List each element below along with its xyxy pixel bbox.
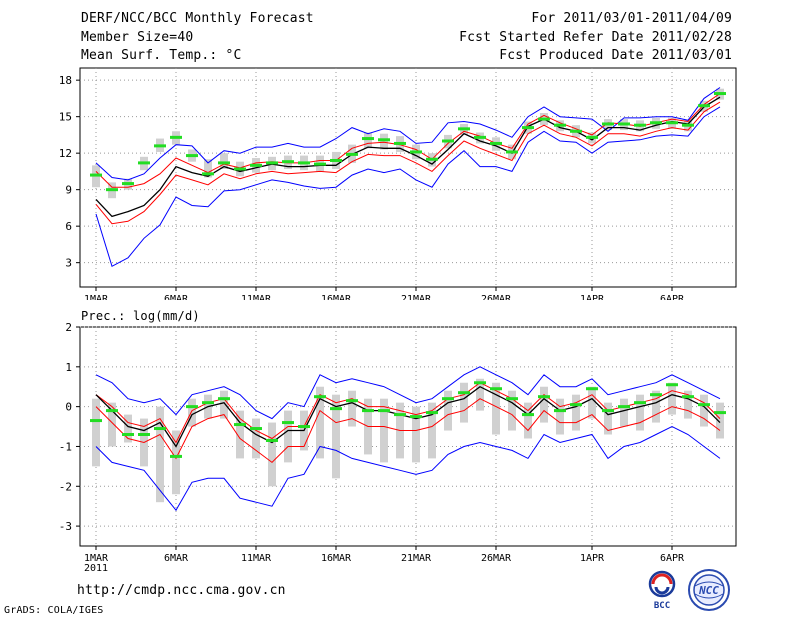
forecast-period: For 2011/03/01-2011/04/09 bbox=[531, 11, 732, 26]
temp-xtick-label: 11MAR bbox=[241, 294, 272, 300]
prec-xtick-label: 6MAR bbox=[164, 553, 189, 564]
prec-spread-box bbox=[412, 406, 420, 463]
prec-spread-box bbox=[540, 386, 548, 423]
bcc-logo: BCC bbox=[640, 568, 684, 611]
prec-ytick-label: 0 bbox=[65, 401, 72, 414]
prec-spread-box bbox=[188, 398, 196, 427]
prec-spread-box bbox=[700, 394, 708, 427]
prec-spread-box bbox=[236, 410, 244, 459]
variable-label: Mean Surf. Temp.: °C bbox=[81, 48, 242, 63]
forecast-started: Fcst Started Refer Date 2011/02/28 bbox=[459, 30, 732, 45]
prec-spread-box bbox=[444, 390, 452, 431]
prec-spread-box bbox=[668, 382, 676, 415]
prec-spread-box bbox=[428, 402, 436, 459]
temp-min-line bbox=[95, 106, 721, 268]
prec-ytick-label: 2 bbox=[65, 321, 72, 334]
temp-ytick-label: 15 bbox=[59, 111, 72, 124]
source-url[interactable]: http://cmdp.ncc.cma.gov.cn bbox=[77, 583, 286, 598]
prec-spread-box bbox=[380, 398, 388, 463]
temp-xtick-label: 16MAR bbox=[321, 294, 352, 300]
prec-spread-box bbox=[92, 398, 100, 467]
temp-max-line bbox=[95, 87, 721, 181]
prec-spread-box bbox=[492, 382, 500, 435]
temp-xtick-label: 1MAR bbox=[84, 294, 109, 300]
ncc-logo-text: NCC bbox=[698, 584, 719, 597]
prec-xtick-label: 16MAR bbox=[321, 553, 352, 564]
prec-ytick-label: -1 bbox=[59, 440, 72, 453]
prec-spread-box bbox=[588, 386, 596, 419]
prec-spread-box bbox=[652, 390, 660, 423]
prec-xtick-label: 21MAR bbox=[401, 553, 432, 564]
prec-spread-box bbox=[284, 410, 292, 463]
prec-p25-line bbox=[95, 398, 721, 464]
prec-spread-box bbox=[524, 402, 532, 439]
prec-xtick-label: 26MAR bbox=[481, 553, 512, 564]
temp-p25-line bbox=[95, 101, 721, 225]
temp-spread-box bbox=[380, 133, 388, 150]
prec-spread-box bbox=[476, 378, 484, 411]
precip-variable-label: Prec.: log(mm/d) bbox=[81, 309, 200, 323]
prec-max-line bbox=[95, 366, 721, 420]
temp-median-line bbox=[95, 96, 721, 218]
temp-spread-box bbox=[220, 153, 228, 169]
prec-year-label: 2011 bbox=[84, 563, 108, 574]
prec-xtick-label: 1MAR bbox=[84, 553, 109, 564]
temp-p75-line bbox=[95, 93, 721, 188]
prec-spread-box bbox=[684, 390, 692, 419]
prec-spread-box bbox=[108, 402, 116, 447]
temp-spread-box bbox=[204, 159, 212, 178]
prec-spread-box bbox=[460, 382, 468, 423]
prec-spread-box bbox=[620, 398, 628, 427]
prec-ytick-label: 1 bbox=[65, 361, 72, 374]
prec-spread-box bbox=[124, 414, 132, 443]
prec-spread-box bbox=[348, 390, 356, 427]
prec-spread-box bbox=[716, 402, 724, 439]
prec-spread-box bbox=[636, 394, 644, 431]
temp-spread-box bbox=[364, 132, 372, 149]
prec-spread-box bbox=[508, 390, 516, 431]
temp-ytick-label: 3 bbox=[65, 257, 72, 270]
prec-median-line bbox=[95, 385, 721, 448]
temp-xtick-label: 6MAR bbox=[164, 294, 189, 300]
prec-spread-box bbox=[252, 418, 260, 459]
temp-xtick-label: 21MAR bbox=[401, 294, 432, 300]
prec-ytick-label: -2 bbox=[59, 480, 72, 493]
temp-xtick-label: 6APR bbox=[660, 294, 685, 300]
temp-xtick-label: 26MAR bbox=[481, 294, 512, 300]
prec-spread-box bbox=[604, 402, 612, 435]
prec-spread-box bbox=[572, 394, 580, 431]
prec-spread-box bbox=[268, 422, 276, 487]
prec-spread-box bbox=[332, 394, 340, 479]
prec-spread-box bbox=[220, 390, 228, 419]
temperature-chart: 3 6 9 12 15 18 1MAR 6MAR 11MAR 16MAR 21MAR 26MAR 1AP… bbox=[59, 67, 737, 300]
bcc-logo-text: BCC bbox=[654, 601, 670, 610]
temp-ytick-label: 18 bbox=[59, 74, 72, 87]
prec-spread-box bbox=[556, 398, 564, 435]
prec-min-line bbox=[95, 425, 721, 512]
chart-title: DERF/NCC/BCC Monthly Forecast bbox=[81, 11, 314, 26]
temp-ytick-label: 9 bbox=[65, 184, 72, 197]
temp-ytick-label: 6 bbox=[65, 220, 72, 233]
forecast-produced: Fcst Produced Date 2011/03/01 bbox=[499, 48, 732, 63]
temp-ytick-label: 12 bbox=[59, 147, 72, 160]
prec-p75-line bbox=[95, 382, 721, 444]
prec-spread-box bbox=[156, 406, 164, 503]
member-size: Member Size=40 bbox=[81, 30, 194, 45]
temp-plot-frame bbox=[79, 67, 737, 288]
prec-ytick-label: -3 bbox=[59, 520, 72, 533]
grads-credit: GrADS: COLA/IGES bbox=[4, 605, 104, 616]
prec-xtick-label: 1APR bbox=[580, 553, 605, 564]
prec-xtick-label: 6APR bbox=[660, 553, 685, 564]
prec-spread-box bbox=[316, 386, 324, 459]
temp-xtick-label: 1APR bbox=[580, 294, 605, 300]
ncc-logo: NCC bbox=[686, 568, 732, 612]
prec-spread-box bbox=[172, 430, 180, 495]
prec-xtick-label: 11MAR bbox=[241, 553, 272, 564]
